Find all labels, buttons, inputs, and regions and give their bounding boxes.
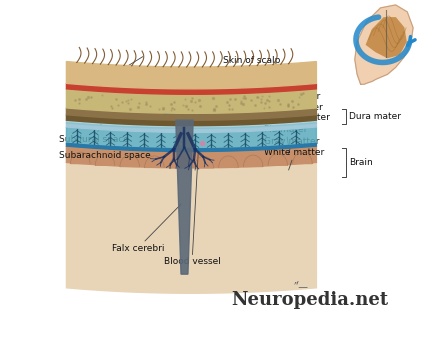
Text: Blood vessel: Blood vessel — [164, 150, 220, 267]
Polygon shape — [66, 89, 316, 113]
Text: Subdural space: Subdural space — [60, 124, 129, 144]
Text: White matter: White matter — [264, 148, 324, 170]
Polygon shape — [145, 156, 164, 167]
Text: ’‘́—: ’‘́— — [293, 281, 309, 291]
Polygon shape — [66, 162, 316, 293]
Polygon shape — [164, 102, 205, 113]
Polygon shape — [66, 146, 316, 168]
Polygon shape — [355, 5, 413, 84]
Polygon shape — [194, 156, 214, 168]
Polygon shape — [243, 155, 263, 166]
Text: Neuropedia.net: Neuropedia.net — [231, 291, 388, 309]
Text: Hair: Hair — [77, 57, 143, 96]
Polygon shape — [293, 152, 312, 164]
Polygon shape — [176, 120, 193, 274]
Polygon shape — [95, 154, 115, 165]
Polygon shape — [268, 154, 288, 165]
Polygon shape — [120, 155, 139, 166]
Polygon shape — [169, 156, 189, 168]
Text: Brain: Brain — [349, 158, 373, 167]
Text: Falx cerebri: Falx cerebri — [112, 204, 181, 253]
Polygon shape — [366, 18, 406, 57]
Text: Bone of skull: Bone of skull — [240, 78, 298, 102]
Text: Meningeal layer: Meningeal layer — [250, 103, 323, 120]
Polygon shape — [66, 84, 316, 94]
Polygon shape — [219, 156, 238, 167]
Text: Periosteum: Periosteum — [240, 67, 291, 89]
Text: Skin of scalp: Skin of scalp — [223, 56, 280, 76]
Polygon shape — [66, 108, 316, 120]
Polygon shape — [66, 127, 316, 149]
Text: Gray matter: Gray matter — [264, 137, 320, 154]
Polygon shape — [66, 143, 316, 152]
Polygon shape — [66, 115, 316, 126]
Polygon shape — [66, 123, 316, 132]
Polygon shape — [71, 152, 90, 164]
Text: Periosteal layer: Periosteal layer — [250, 92, 321, 114]
Text: Subarachnoid space: Subarachnoid space — [60, 137, 151, 160]
Polygon shape — [66, 120, 316, 129]
Text: Arachnoid mater: Arachnoid mater — [254, 114, 330, 127]
Text: Pia mater: Pia mater — [264, 125, 308, 147]
Text: Dura mater: Dura mater — [349, 112, 401, 121]
Text: Superior sagittal sinus: Superior sagittal sinus — [70, 72, 181, 108]
Polygon shape — [66, 62, 316, 89]
